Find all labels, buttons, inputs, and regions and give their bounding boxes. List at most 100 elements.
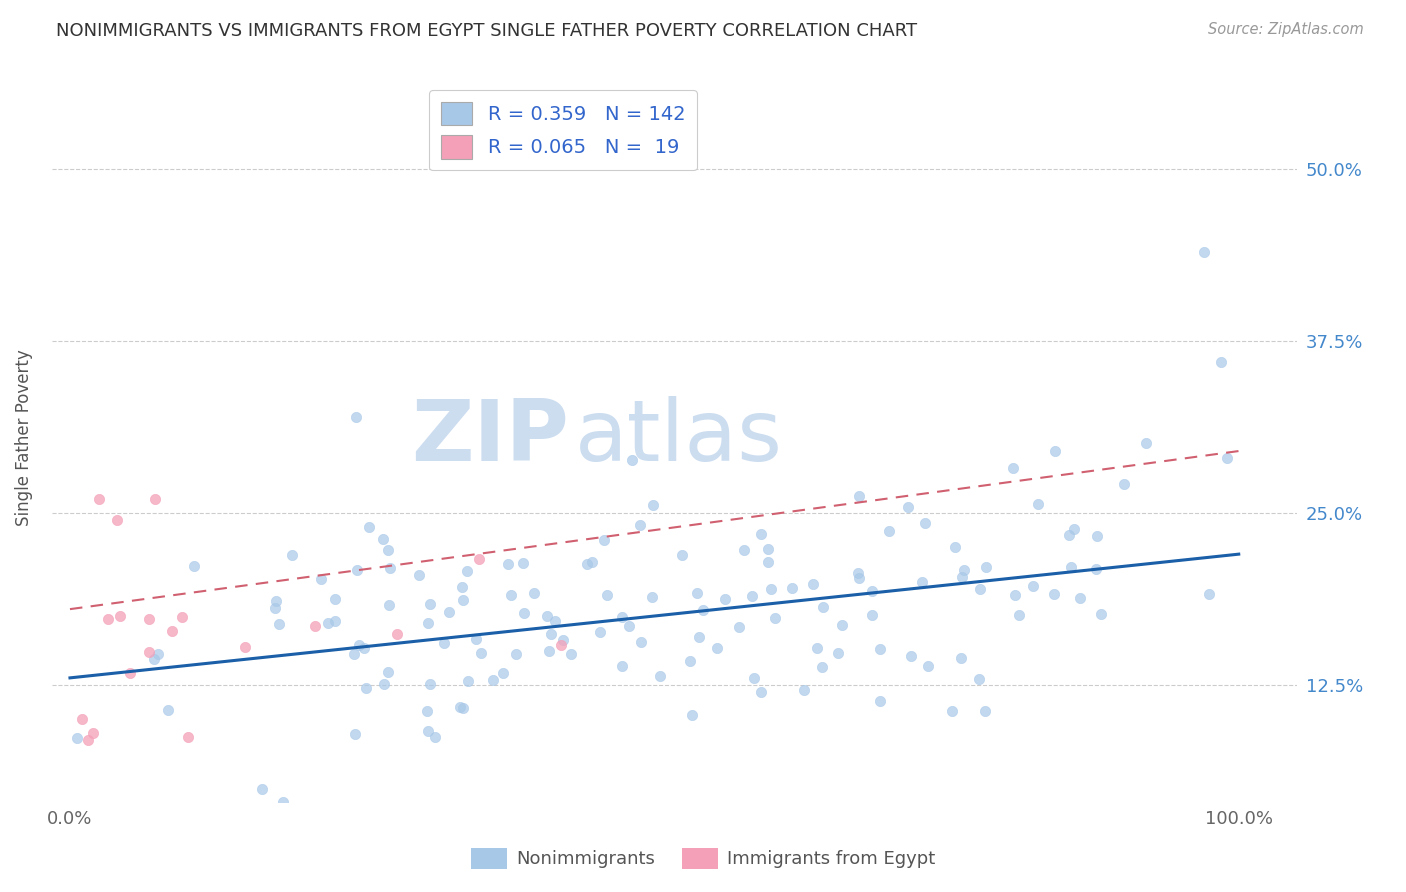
Point	[146, 647, 169, 661]
Point	[437, 605, 460, 619]
Point	[138, 645, 160, 659]
Point	[1022, 578, 1045, 592]
Point	[688, 630, 710, 644]
Point	[323, 614, 346, 628]
Point	[610, 659, 633, 673]
Point	[323, 592, 346, 607]
Point	[1007, 607, 1029, 622]
Point	[1057, 528, 1080, 542]
Point	[728, 620, 751, 634]
Point	[1063, 522, 1085, 536]
Point	[264, 594, 287, 608]
Point	[761, 582, 783, 596]
Point	[641, 498, 664, 512]
Point	[377, 542, 399, 557]
Point	[387, 627, 409, 641]
Point	[610, 609, 633, 624]
Point	[848, 571, 870, 585]
Point	[419, 597, 441, 611]
Point	[900, 648, 922, 663]
Point	[378, 598, 401, 612]
Point	[1211, 354, 1233, 368]
Point	[1060, 559, 1083, 574]
Point	[380, 561, 402, 575]
Point	[419, 677, 441, 691]
Point	[897, 500, 920, 514]
Point	[831, 618, 853, 632]
Point	[914, 516, 936, 530]
Point	[449, 699, 471, 714]
Point	[550, 639, 572, 653]
Point	[456, 564, 478, 578]
Point	[686, 586, 709, 600]
Point	[860, 607, 883, 622]
Point	[593, 533, 616, 548]
Text: atlas: atlas	[575, 396, 783, 479]
Point	[1026, 497, 1049, 511]
Point	[733, 543, 755, 558]
Point	[763, 610, 786, 624]
Point	[714, 591, 737, 606]
Point	[756, 555, 779, 569]
Point	[271, 795, 294, 809]
Point	[347, 638, 370, 652]
Point	[377, 665, 399, 679]
Point	[346, 563, 368, 577]
Point	[143, 651, 166, 665]
Point	[617, 619, 640, 633]
Point	[304, 618, 326, 632]
Point	[742, 671, 765, 685]
Point	[1085, 529, 1108, 543]
Point	[803, 577, 825, 591]
Point	[630, 517, 652, 532]
Point	[846, 566, 869, 581]
Point	[630, 635, 652, 649]
Point	[544, 614, 567, 628]
Point	[512, 556, 534, 570]
Point	[457, 674, 479, 689]
Point	[596, 589, 619, 603]
Legend: R = 0.359   N = 142, R = 0.065   N =  19: R = 0.359 N = 142, R = 0.065 N = 19	[429, 90, 697, 170]
Point	[540, 626, 562, 640]
Point	[82, 726, 104, 740]
Point	[641, 591, 664, 605]
Point	[1001, 460, 1024, 475]
Point	[496, 558, 519, 572]
Point	[143, 492, 166, 507]
Point	[621, 453, 644, 467]
Point	[1004, 588, 1026, 602]
Point	[264, 600, 287, 615]
Point	[751, 527, 773, 541]
Point	[869, 694, 891, 708]
Point	[157, 703, 180, 717]
Point	[1043, 587, 1066, 601]
Point	[969, 582, 991, 597]
Point	[416, 704, 439, 718]
Point	[560, 647, 582, 661]
Point	[551, 633, 574, 648]
Point	[910, 574, 932, 589]
Point	[967, 672, 990, 686]
Point	[756, 542, 779, 557]
Point	[1112, 476, 1135, 491]
Point	[233, 640, 256, 655]
Point	[468, 552, 491, 566]
Point	[877, 524, 900, 538]
Point	[706, 640, 728, 655]
Point	[811, 600, 834, 615]
Point	[470, 646, 492, 660]
Y-axis label: Single Father Poverty: Single Father Poverty	[15, 349, 32, 525]
Point	[1198, 587, 1220, 601]
Text: Source: ZipAtlas.com: Source: ZipAtlas.com	[1208, 22, 1364, 37]
Point	[941, 705, 963, 719]
Point	[451, 580, 474, 594]
Point	[974, 560, 997, 574]
Point	[344, 409, 367, 424]
Point	[97, 612, 120, 626]
Point	[408, 567, 430, 582]
Point	[1216, 450, 1239, 465]
Point	[316, 616, 339, 631]
Point	[741, 589, 763, 603]
Point	[827, 646, 849, 660]
Point	[810, 660, 832, 674]
